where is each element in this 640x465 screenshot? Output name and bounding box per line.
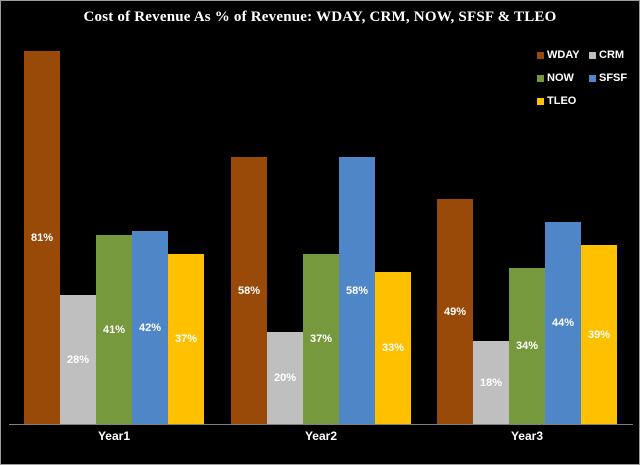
bar-value-label: 37% bbox=[309, 333, 333, 345]
bar-wday-year1: 81% bbox=[24, 51, 60, 424]
legend-label: CRM bbox=[599, 49, 625, 61]
bar-value-label: 49% bbox=[443, 305, 467, 318]
bar-value-label: 37% bbox=[174, 333, 198, 345]
bar-sfsf-year2: 58% bbox=[339, 157, 375, 424]
legend-item-tleo: TLEO bbox=[537, 95, 585, 107]
legend: WDAY CRM NOW SFSF TLEO bbox=[537, 49, 627, 107]
legend-item-wday: WDAY bbox=[537, 49, 585, 61]
bar-sfsf-year1: 42% bbox=[132, 231, 168, 424]
bar-value-label: 81% bbox=[30, 231, 54, 244]
x-axis-label-year1: Year1 bbox=[97, 429, 131, 443]
bar-value-label: 33% bbox=[381, 342, 405, 354]
legend-swatch-crm bbox=[589, 51, 596, 59]
bar-tleo-year3: 39% bbox=[581, 245, 617, 424]
legend-item-sfsf: SFSF bbox=[589, 72, 627, 84]
bar-value-label: 18% bbox=[479, 376, 503, 389]
bar-now-year1: 41% bbox=[96, 235, 132, 424]
bar-wday-year3: 49% bbox=[437, 199, 473, 424]
legend-item-now: NOW bbox=[537, 72, 585, 84]
bar-sfsf-year3: 44% bbox=[545, 222, 581, 424]
bar-value-label: 58% bbox=[345, 284, 369, 297]
chart-title: Cost of Revenue As % of Revenue: WDAY, C… bbox=[83, 9, 557, 25]
legend-swatch-sfsf bbox=[589, 74, 596, 82]
legend-swatch-wday bbox=[537, 51, 544, 59]
bar-value-label: 28% bbox=[66, 353, 90, 366]
bar-value-label: 39% bbox=[587, 328, 611, 341]
bar-value-label: 42% bbox=[138, 321, 162, 334]
bar-value-label: 34% bbox=[515, 340, 539, 352]
bar-crm-year2: 20% bbox=[267, 332, 303, 424]
legend-label: TLEO bbox=[547, 95, 577, 107]
bar-crm-year3: 18% bbox=[473, 341, 509, 424]
legend-label: NOW bbox=[547, 72, 574, 84]
bar-wday-year2: 58% bbox=[231, 157, 267, 424]
bar-crm-year1: 28% bbox=[60, 295, 96, 424]
x-axis-label-year3: Year3 bbox=[510, 429, 544, 443]
bar-value-label: 41% bbox=[102, 323, 126, 336]
bar-tleo-year2: 33% bbox=[375, 272, 411, 424]
bar-now-year3: 34% bbox=[509, 268, 545, 424]
legend-label: SFSF bbox=[599, 72, 628, 84]
legend-item-crm: CRM bbox=[589, 49, 627, 61]
bar-value-label: 20% bbox=[273, 372, 297, 384]
legend-label: WDAY bbox=[547, 49, 580, 61]
legend-swatch-tleo bbox=[537, 97, 544, 105]
x-axis-label-year2: Year2 bbox=[304, 429, 338, 443]
bar-tleo-year1: 37% bbox=[168, 254, 204, 424]
bar-now-year2: 37% bbox=[303, 254, 339, 424]
bar-value-label: 58% bbox=[237, 284, 261, 297]
bar-value-label: 44% bbox=[551, 317, 575, 329]
x-axis-line bbox=[9, 424, 633, 425]
legend-swatch-now bbox=[537, 74, 544, 82]
